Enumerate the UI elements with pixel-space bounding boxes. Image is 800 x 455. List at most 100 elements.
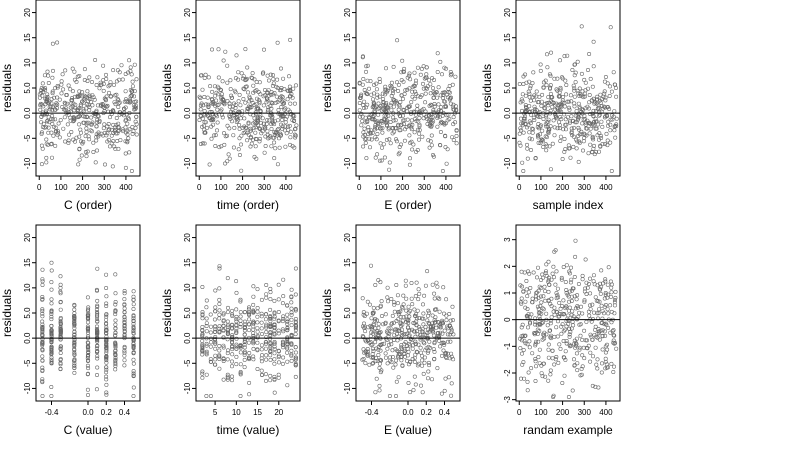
data-point [409,296,414,301]
data-point [95,313,100,318]
data-point [567,305,572,310]
data-point [113,353,118,358]
data-point [379,158,384,163]
data-point [104,317,109,322]
data-point [431,154,436,159]
data-point [366,86,371,91]
data-point [201,112,206,117]
data-point [524,125,529,130]
data-point [585,68,590,73]
data-point [264,96,269,101]
data-point [518,128,523,133]
data-point [274,94,279,99]
data-point [256,90,261,95]
data-point [230,352,235,357]
data-point [58,329,63,334]
data-point [276,372,281,377]
data-point [97,86,102,91]
data-point [107,127,112,132]
data-point [373,119,378,124]
data-point [445,339,450,344]
data-point [430,115,435,120]
data-point [409,280,414,285]
data-point [568,265,573,270]
data-point [247,392,252,397]
data-point [217,301,222,306]
data-point [566,294,571,299]
data-point [131,357,136,362]
data-point [55,95,60,100]
data-point [444,92,449,97]
data-point [429,124,434,129]
data-point [251,341,256,346]
data-point [519,338,524,343]
data-point [104,337,109,342]
data-point [425,330,430,335]
data-point [611,114,616,119]
data-point [111,68,116,73]
data-point [384,90,389,95]
data-point [361,321,366,326]
data-point [58,325,63,330]
data-point [213,346,218,351]
data-point [101,126,106,131]
data-point [393,362,398,367]
data-point [444,297,449,302]
data-point [369,316,374,321]
data-point [541,361,546,366]
data-point [408,390,413,395]
data-point [580,148,585,153]
data-point [546,117,551,122]
data-point [40,277,45,282]
data-point [49,268,54,273]
data-point [548,318,553,323]
data-point [519,121,524,126]
data-point [534,89,539,94]
data-point [133,125,138,130]
data-point [264,330,269,335]
data-point [453,104,458,109]
data-point [588,142,593,147]
data-point [208,116,213,121]
data-point [209,110,214,115]
data-point [240,76,245,81]
data-point [203,72,208,77]
data-point [611,364,616,369]
data-point [435,124,440,129]
data-point [595,316,600,321]
data-point [239,168,244,173]
data-point [605,123,610,128]
data-point [596,307,601,312]
data-point [225,159,230,164]
data-point [131,302,136,307]
data-point [527,321,532,326]
data-point [553,114,558,119]
data-point [373,335,378,340]
data-point [43,110,48,115]
data-point [453,74,458,79]
data-point [264,353,269,358]
data-point [544,83,549,88]
data-point [386,326,391,331]
data-point [379,145,384,150]
data-point [55,84,60,89]
data-point [591,64,596,69]
data-point [287,142,292,147]
data-point [552,125,557,130]
data-point [81,100,86,105]
data-point [568,155,573,160]
data-point [416,361,421,366]
data-point [389,108,394,113]
data-point [38,88,43,93]
data-point [449,381,454,386]
data-point [276,282,281,287]
data-point [263,346,268,351]
data-point [213,144,218,149]
data-point [445,326,450,331]
data-point [429,377,434,382]
data-point [84,122,89,127]
data-point [393,393,398,398]
data-point [612,303,617,308]
data-point [613,86,618,91]
data-point [236,147,241,152]
